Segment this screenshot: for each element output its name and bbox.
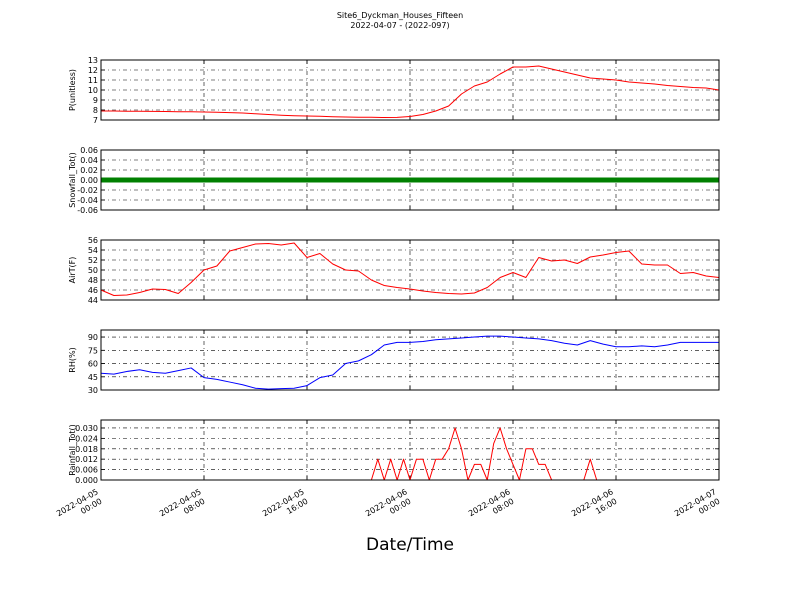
panel: -0.06-0.04-0.020.000.020.040.06Snowfall_…	[68, 146, 720, 215]
plot-frame	[100, 329, 720, 391]
y-tick-label: 0.030	[75, 424, 98, 433]
y-tick-label: 0.00	[80, 176, 98, 185]
x-tick-label: 2022-04-05 08:00	[158, 486, 210, 527]
y-axis-label: AirT(F)	[68, 257, 77, 284]
y-tick-label: 9	[93, 96, 98, 105]
y-tick-label: -0.06	[77, 206, 98, 215]
chart-title: Site6_Dyckman_Houses_Fifteen	[337, 11, 463, 20]
series-line	[101, 65, 720, 118]
x-tick-label: 2022-04-06 16:00	[570, 486, 622, 527]
y-tick-label: 12	[88, 66, 98, 75]
y-tick-label: 0.02	[80, 166, 98, 175]
y-tick-label: 48	[88, 276, 98, 285]
y-tick-label: 0.024	[75, 434, 98, 443]
y-tick-label: 52	[88, 256, 98, 265]
plot-frame	[100, 239, 720, 301]
y-tick-label: -0.02	[77, 186, 98, 195]
plot-frame	[100, 149, 720, 211]
series-line	[101, 427, 719, 481]
y-tick-label: -0.04	[77, 196, 98, 205]
plot-frame	[100, 419, 720, 481]
chart-subtitle: 2022-04-07 - (2022-097)	[350, 21, 449, 30]
plot-frame	[100, 59, 720, 121]
y-tick-label: 0.018	[75, 445, 98, 454]
panel: 30 45 60 75 90 RH(%)	[68, 329, 720, 395]
y-axis-label: Snowfall_Tot()	[68, 152, 77, 208]
y-tick-label: 90	[88, 333, 98, 342]
y-tick-label: 44	[88, 296, 98, 305]
y-tick-label: 0.000	[75, 476, 98, 485]
y-tick-label: 50	[88, 266, 98, 275]
series-line	[100, 335, 719, 390]
x-tick-label: 2022-04-05 16:00	[261, 486, 313, 527]
y-axis-label: P(unitless)	[68, 69, 77, 111]
y-tick-label: 0.04	[80, 156, 98, 165]
y-tick-label: 0.06	[80, 146, 98, 155]
y-tick-label: 11	[88, 76, 98, 85]
y-tick-label: 10	[88, 86, 98, 95]
y-axis-label: Rainfall_Tot()	[68, 424, 77, 476]
y-tick-label: 13	[88, 56, 98, 65]
y-tick-label: 0.012	[75, 455, 98, 464]
x-tick-label: 2022-04-06 00:00	[364, 486, 416, 527]
y-tick-label: 75	[88, 346, 98, 355]
y-tick-label: 7	[93, 116, 98, 125]
y-tick-label: 30	[88, 386, 98, 395]
y-tick-label: 60	[88, 360, 98, 369]
x-tick-label: 2022-04-05 00:00	[55, 486, 107, 527]
x-tick-label: 2022-04-06 08:00	[467, 486, 519, 527]
y-tick-label: 8	[93, 106, 98, 115]
y-tick-label: 56	[88, 236, 98, 245]
x-axis-label: Date/Time	[366, 535, 454, 555]
y-tick-label: 0.006	[75, 466, 98, 475]
x-tick-label: 2022-04-07 00:00	[673, 486, 725, 527]
series-line	[100, 242, 720, 296]
y-axis-label: RH(%)	[68, 347, 77, 372]
y-tick-label: 45	[88, 373, 98, 382]
y-tick-label: 54	[88, 246, 98, 255]
y-tick-label: 46	[88, 286, 98, 295]
